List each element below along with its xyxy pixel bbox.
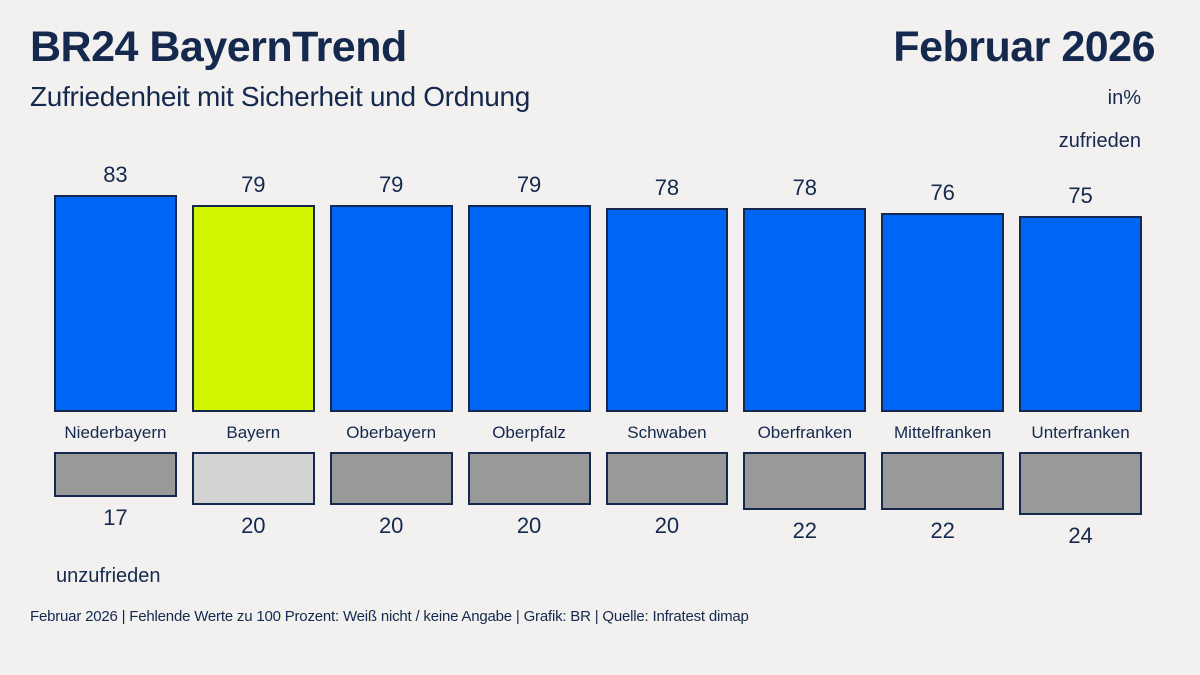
chart-column: 79 Oberbayern 20 xyxy=(329,160,453,549)
unsatisfied-axis-label: unzufrieden xyxy=(56,565,161,588)
satisfied-bar xyxy=(467,205,591,413)
chart-column: 75 Unterfranken 24 xyxy=(1019,160,1142,549)
chart-subtitle: Zufriedenheit mit Sicherheit und Ordnung xyxy=(30,81,531,113)
header-right: Februar 2026 in% zufrieden xyxy=(893,23,1155,153)
chart-column: 76 Mittelfranken 22 xyxy=(881,160,1005,549)
region-label: Oberbayern xyxy=(346,423,437,443)
region-label: Unterfranken xyxy=(1031,423,1130,443)
unsatisfied-value-label: 22 xyxy=(792,517,818,543)
chart-column: 79 Bayern 20 xyxy=(191,160,315,549)
satisfied-value-label: 79 xyxy=(241,172,266,198)
satisfied-bar-area: 75 xyxy=(1019,160,1142,413)
chart: 83 Niederbayern 17 79 Bayern 20 79 Oberb… xyxy=(54,160,1142,549)
unsatisfied-bar xyxy=(191,452,315,505)
satisfied-bar xyxy=(191,205,315,413)
satisfied-bar-area: 76 xyxy=(881,160,1005,413)
header: BR24 BayernTrend Zufriedenheit mit Siche… xyxy=(0,0,1200,153)
unsatisfied-bar-area: 22 xyxy=(881,452,1005,544)
satisfied-bar xyxy=(1019,215,1142,413)
unsatisfied-bar xyxy=(881,452,1005,510)
satisfied-bar xyxy=(605,207,729,413)
unsatisfied-bar xyxy=(1019,452,1142,516)
satisfied-bar xyxy=(743,207,867,413)
chart-column: 78 Oberfranken 22 xyxy=(743,160,867,549)
source-line: Februar 2026 | Fehlende Werte zu 100 Pro… xyxy=(30,608,749,626)
satisfied-axis-label: zufrieden xyxy=(1058,130,1141,153)
unsatisfied-bar xyxy=(54,452,177,497)
satisfied-value-label: 83 xyxy=(103,161,128,187)
unsatisfied-bar xyxy=(467,452,591,505)
unsatisfied-bar-area: 20 xyxy=(329,452,453,538)
region-label: Oberfranken xyxy=(757,423,853,443)
satisfied-bar-area: 78 xyxy=(743,160,867,413)
unsatisfied-value-label: 17 xyxy=(103,504,128,530)
satisfied-bar-area: 78 xyxy=(605,160,729,413)
unsatisfied-value-label: 20 xyxy=(241,512,266,538)
satisfied-bar xyxy=(881,213,1005,413)
unsatisfied-bar-area: 20 xyxy=(191,452,315,538)
region-label: Oberpfalz xyxy=(492,423,566,443)
satisfied-bar-area: 79 xyxy=(329,160,453,413)
unsatisfied-value-label: 20 xyxy=(654,512,680,538)
header-left: BR24 BayernTrend Zufriedenheit mit Siche… xyxy=(30,23,531,113)
region-label: Niederbayern xyxy=(64,423,167,443)
satisfied-bar xyxy=(329,205,453,413)
satisfied-bar-area: 79 xyxy=(467,160,591,413)
page-title: BR24 BayernTrend xyxy=(30,23,407,71)
satisfied-bar xyxy=(54,194,177,413)
region-label: Bayern xyxy=(226,423,281,443)
satisfied-value-label: 78 xyxy=(792,174,818,200)
unsatisfied-bar-area: 24 xyxy=(1019,452,1142,549)
unsatisfied-bar xyxy=(329,452,453,505)
chart-column: 78 Schwaben 20 xyxy=(605,160,729,549)
satisfied-value-label: 79 xyxy=(516,172,542,198)
date-label: Februar 2026 xyxy=(893,23,1155,71)
satisfied-value-label: 79 xyxy=(378,172,404,198)
unit-label: in% xyxy=(1107,87,1141,110)
satisfied-value-label: 75 xyxy=(1068,182,1093,208)
unsatisfied-bar xyxy=(743,452,867,510)
unsatisfied-value-label: 24 xyxy=(1068,523,1093,549)
unsatisfied-bar xyxy=(605,452,729,505)
satisfied-bar-area: 79 xyxy=(191,160,315,413)
unsatisfied-bar-area: 20 xyxy=(605,452,729,538)
unsatisfied-bar-area: 17 xyxy=(54,452,177,531)
satisfied-bar-area: 83 xyxy=(54,160,177,413)
chart-column: 83 Niederbayern 17 xyxy=(54,160,177,549)
region-label: Schwaben xyxy=(627,423,707,443)
unsatisfied-value-label: 22 xyxy=(930,517,955,543)
unsatisfied-bar-area: 20 xyxy=(467,452,591,538)
region-label: Mittelfranken xyxy=(894,423,992,443)
satisfied-value-label: 78 xyxy=(654,174,680,200)
chart-column: 79 Oberpfalz 20 xyxy=(467,160,591,549)
unsatisfied-bar-area: 22 xyxy=(743,452,867,544)
unsatisfied-value-label: 20 xyxy=(516,512,542,538)
satisfied-value-label: 76 xyxy=(930,180,955,206)
unsatisfied-value-label: 20 xyxy=(378,512,404,538)
